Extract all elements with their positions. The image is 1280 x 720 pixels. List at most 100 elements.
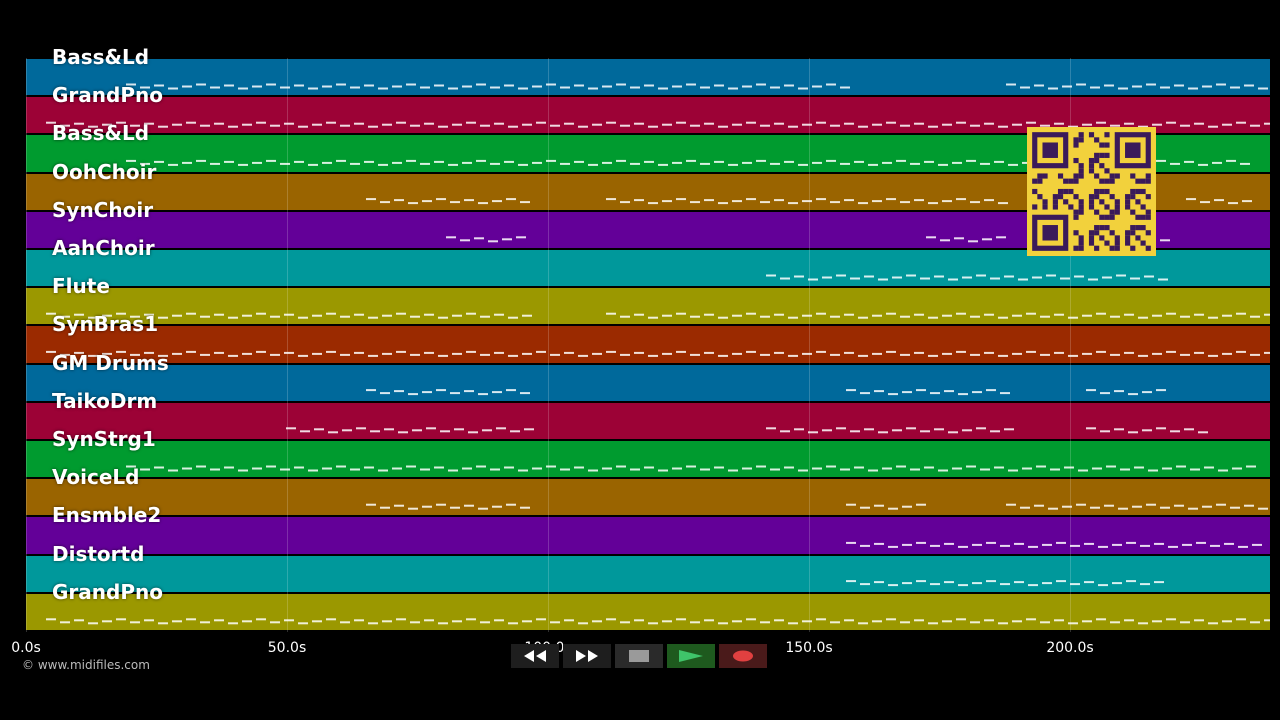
note [196, 83, 206, 86]
note [836, 427, 846, 430]
note [546, 159, 556, 162]
note [854, 466, 864, 469]
qr-module [1104, 132, 1110, 138]
note [700, 86, 710, 89]
note [462, 467, 472, 470]
note [510, 430, 520, 433]
record-button[interactable] [719, 644, 767, 668]
note [930, 583, 940, 586]
rewind-button[interactable] [511, 644, 559, 668]
qr-module [1088, 163, 1095, 169]
note [864, 275, 874, 278]
note [948, 431, 958, 434]
note [476, 83, 486, 86]
note [210, 162, 220, 165]
track-label: TaikoDrm [52, 388, 158, 413]
note [630, 468, 640, 471]
note [770, 468, 780, 471]
stop-button[interactable] [615, 644, 663, 668]
note [450, 506, 460, 509]
note [270, 353, 280, 356]
note [766, 274, 776, 277]
note [336, 465, 346, 468]
note [1216, 503, 1226, 506]
qr-module [1140, 240, 1146, 246]
note [322, 467, 332, 470]
note [714, 466, 724, 469]
qr-module [1042, 173, 1048, 179]
note [46, 618, 56, 621]
note [630, 86, 640, 89]
grid-line [1070, 58, 1071, 632]
note [948, 278, 958, 281]
note [154, 160, 164, 163]
note [504, 84, 514, 87]
note [968, 240, 978, 243]
note [1006, 503, 1016, 506]
qr-module [1130, 188, 1136, 195]
note [718, 316, 728, 319]
note [1242, 200, 1252, 203]
play-button[interactable] [667, 644, 715, 668]
note [412, 429, 422, 432]
note [816, 350, 826, 353]
note [704, 619, 714, 622]
qr-module [1130, 245, 1136, 251]
note [1040, 124, 1050, 127]
note [1100, 392, 1110, 395]
qr-module [1109, 245, 1115, 251]
note [662, 620, 672, 623]
note [1214, 199, 1224, 202]
note [256, 121, 266, 124]
note [238, 163, 248, 166]
note [1166, 312, 1176, 315]
note [972, 543, 982, 546]
qr-module [1052, 194, 1058, 200]
note [1194, 351, 1204, 354]
note [492, 391, 502, 394]
note [1074, 275, 1084, 278]
qr-module [1057, 173, 1064, 179]
note [972, 391, 982, 394]
note [1012, 352, 1022, 355]
note [942, 620, 952, 623]
note [1110, 353, 1120, 356]
note [942, 352, 952, 355]
note [1082, 123, 1092, 126]
note [886, 350, 896, 353]
note [812, 467, 822, 470]
note [496, 427, 506, 430]
note [798, 469, 808, 472]
note [1096, 312, 1106, 315]
note [994, 466, 1004, 469]
note [354, 313, 364, 316]
note [1194, 122, 1204, 125]
qr-module [1078, 163, 1084, 169]
note [314, 428, 324, 431]
note [394, 390, 404, 393]
note [1138, 622, 1148, 625]
note [916, 389, 926, 392]
qr-module [1094, 152, 1100, 158]
note [394, 504, 404, 507]
note [954, 237, 964, 240]
note [1014, 581, 1024, 584]
note [1174, 84, 1184, 87]
note [384, 428, 394, 431]
note [874, 542, 884, 545]
fast-forward-button[interactable] [563, 644, 611, 668]
note [380, 506, 390, 509]
note [238, 469, 248, 472]
note [812, 161, 822, 164]
note [1156, 427, 1166, 430]
note [266, 465, 276, 468]
note [354, 122, 364, 125]
note [592, 620, 602, 623]
note [506, 503, 516, 506]
note [588, 469, 598, 472]
track-label: GM Drums [52, 350, 169, 375]
note [506, 389, 516, 392]
note [840, 86, 850, 89]
note [732, 352, 742, 355]
note [850, 430, 860, 433]
